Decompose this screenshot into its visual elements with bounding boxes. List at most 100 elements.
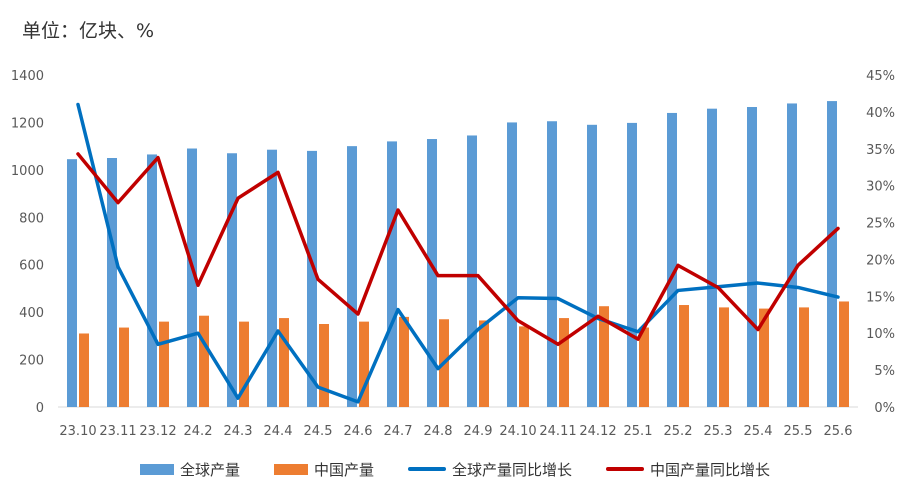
unit-label: 单位：亿块、% [22,20,155,42]
y-left-tick-label: 600 [19,259,44,274]
bar-global-output [787,103,797,407]
bar-china-output [479,320,489,407]
x-tick-label: 24.8 [424,424,453,439]
bar-china-output [639,327,649,407]
line-china-yoy-point [76,152,80,156]
line-china-yoy-point [516,319,520,323]
x-tick-label: 24.6 [344,424,373,439]
y-right-tick-label: 20% [866,253,895,268]
line-global-yoy-point [196,331,200,335]
line-global-yoy-point [276,329,280,333]
axes-layer: 0 200 400 600 800 1000 1200 1400 0% 5% 10% 15% 20% 25… [11,69,895,439]
x-tick-label: 24.4 [264,424,293,439]
legend-item-global-yoy[interactable]: 全球产量同比增长 [408,459,572,480]
bar-global-output [107,158,117,407]
bar-global-output [667,112,677,407]
line-global-yoy [76,102,840,404]
legend-item-china-output[interactable]: 中国产量 [273,459,374,480]
line-global-yoy-point [476,328,480,332]
line-china-yoy-point [836,226,840,230]
bar-global-output [267,149,277,407]
bar-global-output [427,139,437,407]
line-china-yoy-point [796,263,800,267]
y-right-tick-label: 25% [866,217,895,232]
x-tick-label: 23.12 [139,424,176,439]
line-china-yoy-point [156,156,160,160]
bar-global-output [307,150,317,407]
y-left-tick-label: 800 [19,211,44,226]
bar-china-output [399,316,409,407]
bar-china-output [759,308,769,407]
bar-china-output [719,307,729,407]
x-tick-label: 25.1 [624,424,653,439]
line-china-yoy-point [636,337,640,341]
line-global-yoy-point [436,367,440,371]
bar-china-output [79,333,89,407]
legend-label-global-yoy: 全球产量同比增长 [452,460,573,479]
combo-chart: 0 200 400 600 800 1000 1200 1400 0% 5% 10% 15% 20% 25… [11,69,895,439]
x-tick-label: 24.3 [224,424,253,439]
legend-swatch-global-output [139,463,174,475]
line-global-yoy-point [516,296,520,300]
y-right-tick-label: 45% [866,69,895,84]
bar-global-output [387,141,397,407]
bar-china-output [199,315,209,407]
bar-china-output [599,306,609,407]
bar-china-output [159,321,169,407]
bar-global-output [187,148,197,407]
line-china-yoy-point [756,328,760,332]
line-china-yoy-point [276,170,280,174]
bar-china-output [119,327,129,407]
legend-swatch-china-output [273,463,308,475]
line-china-yoy [76,152,840,347]
bar-global-output [507,122,517,407]
line-china-yoy-point [316,277,320,281]
bar-global-output [147,154,157,407]
legend-item-global-output[interactable]: 全球产量 [139,459,240,480]
y-right-tick-label: 15% [866,290,895,305]
legend-label-china-output: 中国产量 [313,460,374,479]
legend-label-global-output: 全球产量 [179,460,240,479]
line-global-yoy-point [236,396,240,400]
line-china-yoy-point [436,274,440,278]
y-right-tick-label: 0% [874,401,895,416]
legend-item-china-yoy[interactable]: 中国产量同比增长 [606,459,770,480]
bar-china-output [679,305,689,407]
y-left-tick-label: 200 [19,354,44,369]
line-china-yoy-point [396,208,400,212]
bar-china-output [239,321,249,407]
line-global-yoy-point [836,295,840,299]
bar-china-output [559,318,569,407]
bar-china-output [839,301,849,407]
x-tick-label: 25.2 [664,424,693,439]
bars-layer [67,101,849,408]
line-china-yoy-point [596,314,600,318]
bar-china-output [319,324,329,407]
bar-global-output [707,108,717,407]
line-china-yoy-point [236,196,240,200]
y-right-tick-label: 35% [866,143,895,158]
x-tick-label: 24.5 [304,424,333,439]
bar-global-output [827,101,837,407]
bar-china-output [799,307,809,407]
y-left-tick-label: 0 [36,401,44,416]
legend-swatch-china-yoy [606,467,645,471]
line-china-yoy-point [556,342,560,346]
line-global-yoy-point [636,330,640,334]
x-tick-label: 24.11 [539,424,576,439]
x-tick-label: 25.3 [704,424,733,439]
line-global-yoy-point [556,297,560,301]
bar-global-output [347,146,357,407]
x-tick-label: 23.10 [59,424,96,439]
legend: 全球产量 中国产量 全球产量同比增长 中国产量同比增长 [0,455,910,483]
y-right-tick-label: 10% [866,327,895,342]
y-right-tick-label: 40% [866,106,895,121]
x-tick-label: 24.7 [384,424,413,439]
line-global-yoy-point [116,265,120,269]
bar-global-output [547,121,557,407]
x-tick-label: 23.11 [99,424,136,439]
lines-layer [76,102,840,404]
line-global-yoy-point [796,285,800,289]
line-china-yoy-point [716,285,720,289]
bar-global-output [67,159,77,407]
